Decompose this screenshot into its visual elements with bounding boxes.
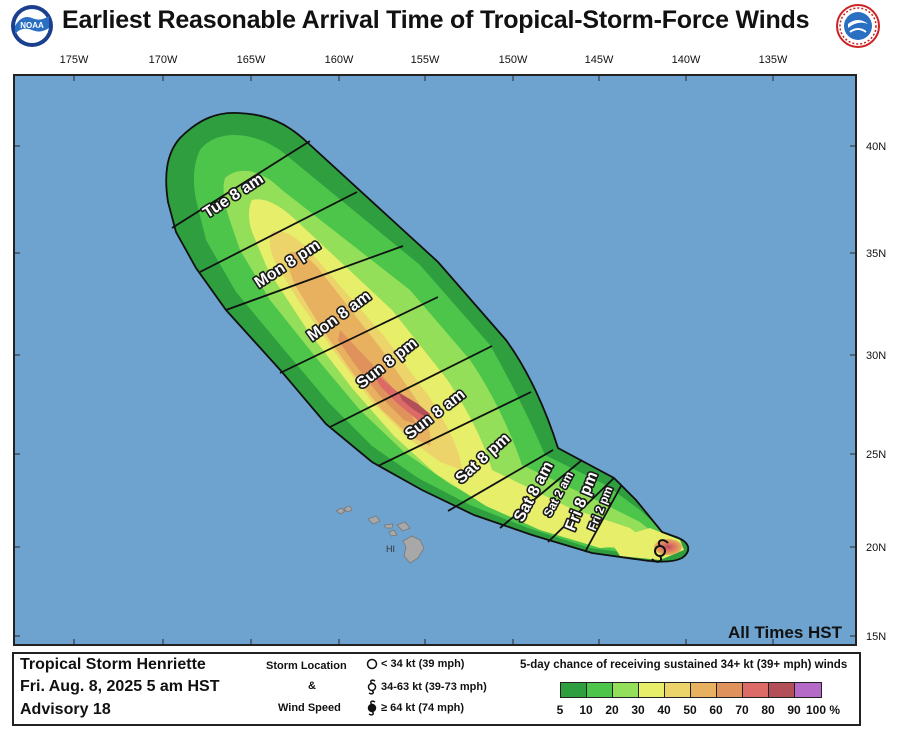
longitude-labels: 175W 170W 165W 160W 155W 150W 145W 140W … [60, 54, 788, 66]
times-note: All Times HST [728, 623, 843, 642]
probability-swatch [743, 683, 769, 697]
footer-legend: Tropical Storm Henriette Fri. Aug. 8, 20… [12, 652, 861, 726]
lon-label: 150W [499, 54, 528, 66]
probability-swatch [561, 683, 587, 697]
storm-location-icon [651, 539, 669, 563]
legend-item-label: ≥ 64 kt (74 mph) [381, 702, 465, 714]
noaa-logo-icon: NOAA [11, 5, 53, 47]
lon-label: 160W [325, 54, 354, 66]
isochrone-lines [171, 140, 622, 553]
lat-label: 35N [866, 248, 886, 260]
lat-label: 40N [866, 141, 886, 153]
legend-heading-and: & [308, 680, 316, 692]
tropical-storm-icon [367, 679, 377, 695]
hurricane-icon [367, 700, 377, 716]
forecast-map: 175W 170W 165W 160W 155W 150W 145W 140W … [13, 54, 886, 646]
probability-tick-label: 50 [683, 703, 697, 717]
svg-text:NOAA: NOAA [20, 21, 44, 30]
legend-item-hurricane: ≥ 64 kt (74 mph) [366, 700, 464, 716]
lon-label: 155W [411, 54, 440, 66]
probability-tick-label: 30 [631, 703, 645, 717]
hawaii-islands [335, 505, 425, 564]
lon-label: 165W [237, 54, 266, 66]
lat-label: 25N [866, 449, 886, 461]
legend-item-label: < 34 kt (39 mph) [381, 658, 465, 670]
storm-name: Tropical Storm Henriette [20, 656, 206, 673]
probability-tick-label: 80 [761, 703, 775, 717]
circle-storm-icon [366, 658, 378, 670]
map-border [13, 74, 857, 646]
lat-label: 20N [866, 542, 886, 554]
probability-tick-label: 20 [605, 703, 619, 717]
probability-swatch [587, 683, 613, 697]
lon-label: 145W [585, 54, 614, 66]
page-title: Earliest Reasonable Arrival Time of Trop… [62, 6, 810, 34]
lon-label: 175W [60, 54, 89, 66]
lon-label: 170W [149, 54, 178, 66]
hawaii-label: HI [386, 544, 395, 554]
probability-tick-label: 60 [709, 703, 723, 717]
title-bar: NOAA Earliest Reasonable Arrival Time of… [0, 0, 897, 48]
probability-swatch [769, 683, 795, 697]
probability-colorbar [560, 682, 822, 698]
lat-label: 15N [866, 631, 886, 643]
probability-swatch [691, 683, 717, 697]
legend-item-depression: < 34 kt (39 mph) [366, 658, 464, 670]
legend-heading-storm-location: Storm Location [266, 660, 347, 672]
lon-label: 140W [672, 54, 701, 66]
probability-tick-label: 5 [556, 703, 564, 717]
probability-swatch [639, 683, 665, 697]
probability-swatch [665, 683, 691, 697]
probability-tick-label: 40 [657, 703, 671, 717]
legend-heading-wind-speed: Wind Speed [278, 702, 341, 714]
legend-item-tropical-storm: 34-63 kt (39-73 mph) [366, 679, 487, 695]
latitude-labels: 40N 35N 30N 25N 20N 15N [866, 141, 886, 643]
probability-tick-label: 100 % [806, 703, 841, 717]
probability-swatch [717, 683, 743, 697]
nws-logo-icon [836, 4, 880, 48]
lat-label: 30N [866, 350, 886, 362]
legend-item-label: 34-63 kt (39-73 mph) [381, 681, 487, 693]
probability-swatch [613, 683, 639, 697]
probability-ticks: 5 10 20 30 40 50 60 70 80 90 100 % [546, 703, 876, 719]
advisory-datetime: Fri. Aug. 8, 2025 5 am HST [20, 678, 220, 695]
probability-title: 5-day chance of receiving sustained 34+ … [520, 659, 848, 671]
probability-tick-label: 90 [787, 703, 801, 717]
probability-tick-label: 10 [579, 703, 593, 717]
cone-outline [165, 112, 690, 563]
probability-tick-label: 70 [735, 703, 749, 717]
advisory-number: Advisory 18 [20, 701, 111, 718]
lon-label: 135W [759, 54, 788, 66]
probability-swatch [795, 683, 821, 697]
